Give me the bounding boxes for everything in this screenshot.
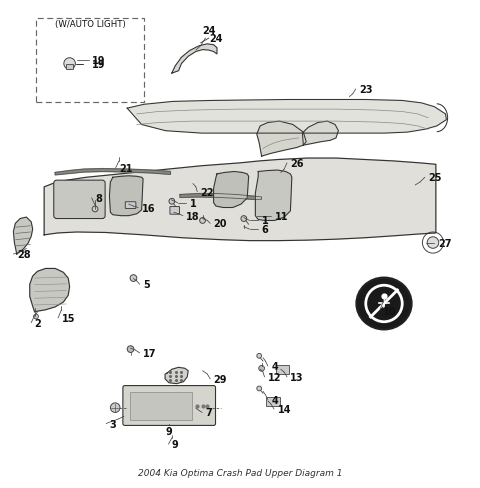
Polygon shape	[13, 218, 33, 255]
Bar	[36, 19, 144, 102]
Text: 22: 22	[201, 187, 214, 197]
Text: 4: 4	[271, 361, 278, 371]
Polygon shape	[172, 45, 217, 74]
Text: 19: 19	[92, 56, 106, 66]
Text: 2: 2	[35, 318, 41, 328]
Text: 7: 7	[205, 407, 212, 418]
Text: 1: 1	[262, 216, 268, 226]
Circle shape	[259, 366, 264, 371]
Text: 16: 16	[142, 203, 155, 213]
Text: 18: 18	[186, 211, 200, 221]
Text: 24: 24	[209, 34, 222, 44]
Text: 3: 3	[109, 419, 116, 428]
FancyBboxPatch shape	[54, 181, 105, 219]
Polygon shape	[165, 367, 188, 384]
Bar	[276, 366, 289, 374]
FancyBboxPatch shape	[123, 386, 216, 426]
Circle shape	[200, 218, 205, 224]
Bar	[266, 397, 280, 406]
Text: 14: 14	[277, 404, 291, 414]
Text: 9: 9	[166, 426, 172, 436]
Circle shape	[257, 354, 262, 359]
Ellipse shape	[356, 278, 412, 330]
Polygon shape	[127, 101, 446, 134]
Polygon shape	[55, 169, 170, 176]
Text: (W/AUTO LIGHT): (W/AUTO LIGHT)	[55, 20, 126, 29]
Text: 4: 4	[271, 395, 278, 405]
Text: 25: 25	[428, 173, 442, 183]
Text: 13: 13	[290, 372, 304, 382]
Text: 29: 29	[214, 374, 227, 384]
Text: 1: 1	[190, 198, 196, 208]
Text: 19: 19	[92, 60, 106, 69]
Polygon shape	[44, 159, 436, 241]
Text: 23: 23	[359, 85, 372, 95]
Text: 27: 27	[438, 238, 451, 248]
Text: 5: 5	[143, 280, 150, 290]
Text: 9: 9	[172, 439, 179, 449]
Text: 8: 8	[95, 194, 102, 203]
Circle shape	[241, 216, 247, 222]
Text: 17: 17	[143, 348, 156, 358]
Circle shape	[130, 275, 137, 282]
Polygon shape	[214, 172, 249, 208]
Polygon shape	[30, 269, 70, 312]
Circle shape	[64, 59, 75, 70]
Text: 28: 28	[17, 249, 30, 260]
Text: 2004 Kia Optima Crash Pad Upper Diagram 1: 2004 Kia Optima Crash Pad Upper Diagram …	[138, 468, 342, 477]
Text: 15: 15	[61, 313, 75, 323]
Polygon shape	[255, 171, 292, 221]
Circle shape	[92, 206, 98, 212]
Bar	[66, 65, 73, 70]
Circle shape	[169, 199, 175, 205]
Text: 10: 10	[383, 306, 396, 316]
Text: 6: 6	[262, 224, 268, 235]
Text: 26: 26	[290, 159, 304, 168]
Text: 12: 12	[268, 372, 281, 382]
Text: 21: 21	[119, 163, 132, 173]
Text: 20: 20	[214, 219, 227, 229]
Bar	[130, 392, 192, 420]
Polygon shape	[302, 122, 338, 146]
Circle shape	[427, 237, 439, 249]
Polygon shape	[412, 167, 431, 192]
FancyBboxPatch shape	[170, 207, 180, 215]
Polygon shape	[109, 177, 143, 216]
FancyBboxPatch shape	[125, 203, 136, 209]
Circle shape	[34, 314, 38, 319]
Text: 24: 24	[202, 26, 216, 36]
Polygon shape	[257, 122, 306, 157]
Text: 11: 11	[275, 211, 288, 221]
Circle shape	[257, 386, 262, 391]
Circle shape	[127, 346, 134, 353]
Circle shape	[110, 403, 120, 413]
Polygon shape	[180, 194, 262, 200]
